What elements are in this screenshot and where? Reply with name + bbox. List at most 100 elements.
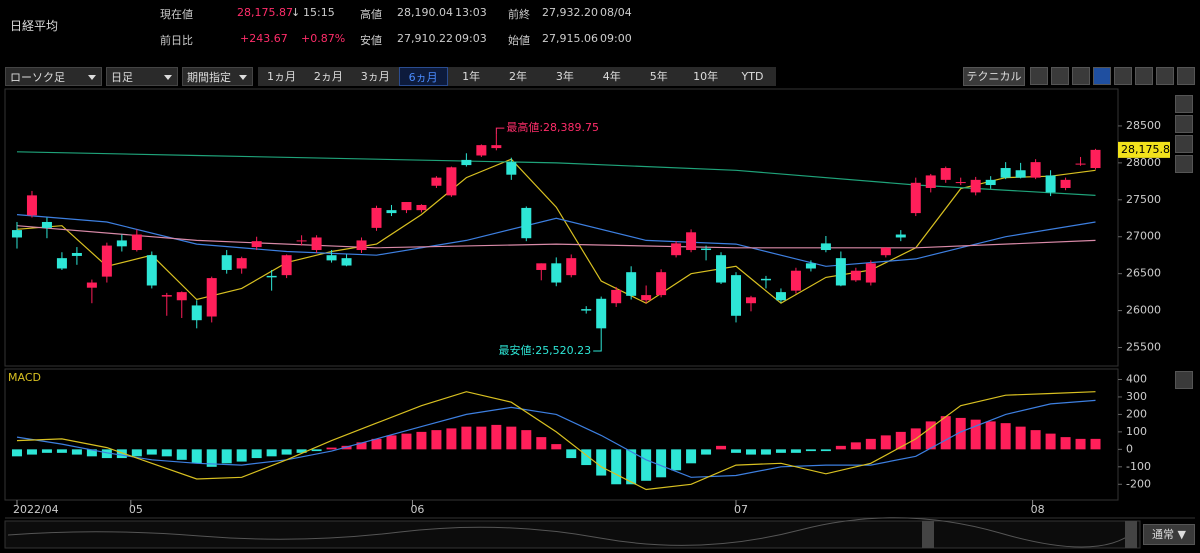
annotation: 最高値:28,389.75 [506, 120, 599, 134]
indicator-line [16, 214, 1096, 267]
open-icon[interactable] [1135, 67, 1153, 85]
macd-bar [26, 449, 37, 455]
candle-body [820, 243, 831, 251]
value: 27,910.22 [397, 32, 453, 45]
period-button[interactable]: 1ヵ月 [266, 70, 296, 83]
candle-body [611, 289, 622, 304]
period-button[interactable]: 4年 [602, 70, 621, 83]
side-icon[interactable] [1175, 135, 1193, 153]
indicator-line [16, 225, 1096, 249]
macd-bar [985, 421, 996, 450]
x-tick-label: 05 [129, 503, 143, 516]
compare-icon[interactable] [1072, 67, 1090, 85]
area-icon[interactable] [1093, 67, 1111, 85]
macd-bar [296, 449, 307, 453]
macd-bar [371, 438, 382, 450]
navigator[interactable] [4, 520, 1141, 549]
y-tick-label: 27000 [1126, 230, 1161, 243]
macd-bar [596, 449, 607, 476]
macd-bar [865, 438, 876, 450]
time: 09:03 [455, 32, 487, 45]
period-button[interactable]: 10年 [693, 70, 719, 83]
period-button[interactable]: 1年 [462, 70, 481, 83]
candle-body [71, 252, 82, 256]
macd-bar [1045, 433, 1056, 450]
macd-bar [131, 449, 142, 457]
macd-bar [925, 421, 936, 450]
zoom-icon[interactable] [1051, 67, 1069, 85]
side-icon[interactable] [1175, 95, 1193, 113]
last-price-label: 28,175.87 [1121, 143, 1177, 156]
navigator-wave [7, 517, 1136, 548]
macd-bar [790, 449, 801, 453]
candle-body [56, 258, 67, 269]
candle-body [850, 270, 861, 281]
last-price-tag [1118, 141, 1170, 158]
macd-bar [656, 449, 667, 478]
macd-bar [1015, 426, 1026, 450]
range-dropdown[interactable]: 期間指定 [182, 67, 253, 86]
candle-body [880, 247, 891, 256]
macd-panel [4, 368, 1119, 501]
change: +243.67 [240, 32, 288, 45]
label: 前終 [508, 8, 530, 21]
macd-bar [71, 449, 82, 455]
period-button[interactable]: 2年 [508, 70, 527, 83]
interval-dropdown[interactable]: 日足 [106, 67, 178, 86]
candle-body [206, 278, 217, 317]
macd-bar [940, 416, 951, 450]
period-button[interactable]: 6ヵ月 [398, 67, 448, 86]
candle-body [626, 272, 637, 296]
label: 前日比 [160, 34, 193, 47]
candle-body [835, 258, 846, 286]
candle-body [341, 258, 352, 266]
y-tick-label: 400 [1126, 372, 1147, 385]
period-button[interactable]: YTD [741, 70, 764, 83]
candle-body [191, 305, 202, 321]
macd-bar [835, 445, 846, 450]
period-button[interactable]: 5年 [649, 70, 668, 83]
macd-bar [161, 449, 172, 457]
save-icon[interactable] [1114, 67, 1132, 85]
x-tick-label: 2022/04 [13, 503, 59, 516]
candle-body [236, 258, 247, 269]
side-icon[interactable] [1175, 155, 1193, 173]
macd-bar [191, 449, 202, 464]
candle-body [221, 255, 232, 270]
macd-bar [146, 449, 157, 455]
technical-button[interactable]: テクニカル [963, 67, 1025, 86]
print-icon[interactable] [1156, 67, 1174, 85]
time: 09:00 [600, 32, 632, 45]
candle-body [251, 241, 262, 248]
candle-body [86, 282, 97, 288]
settings-icon[interactable] [1177, 67, 1195, 85]
period-button[interactable]: 3ヵ月 [360, 70, 390, 83]
macd-bar [626, 449, 637, 485]
period-button[interactable]: 2ヵ月 [313, 70, 343, 83]
side-icon[interactable] [1175, 115, 1193, 133]
y-tick-label: 300 [1126, 390, 1147, 403]
candle-body [161, 295, 172, 297]
candle-body [1045, 175, 1056, 193]
candle-body [41, 221, 52, 228]
candle-body [11, 230, 22, 238]
candle-body [790, 270, 801, 291]
macd-bar [805, 449, 816, 452]
chart-type-dropdown[interactable]: ローソク足 [5, 67, 102, 86]
period-button[interactable]: 3年 [555, 70, 574, 83]
navigator-handle[interactable] [922, 521, 934, 548]
macd-bar [86, 449, 97, 457]
candle-body [266, 275, 277, 278]
candle-body [970, 179, 981, 193]
macd-bar [56, 449, 67, 453]
zoom-mode-dropdown[interactable]: 通常 ▼ [1143, 524, 1195, 545]
navigator-handle[interactable] [1125, 521, 1137, 548]
close-macd[interactable] [1175, 371, 1193, 389]
candle-body [521, 207, 532, 239]
draw-icon[interactable] [1030, 67, 1048, 85]
candle-body [656, 272, 667, 296]
candle-body [371, 207, 382, 228]
candle-body [775, 292, 786, 301]
candle-body [461, 159, 472, 166]
